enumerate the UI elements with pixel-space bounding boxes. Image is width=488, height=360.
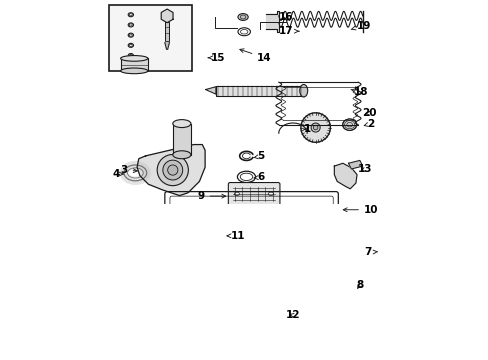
Ellipse shape — [268, 192, 273, 195]
Text: 2: 2 — [364, 118, 374, 129]
Ellipse shape — [163, 160, 183, 180]
FancyBboxPatch shape — [228, 183, 279, 206]
Text: 1: 1 — [303, 124, 310, 134]
Polygon shape — [280, 235, 375, 271]
Ellipse shape — [240, 15, 245, 19]
Ellipse shape — [238, 14, 248, 21]
Polygon shape — [348, 161, 362, 169]
Polygon shape — [205, 87, 215, 94]
Polygon shape — [280, 223, 386, 235]
Text: 16: 16 — [278, 12, 293, 22]
Ellipse shape — [313, 125, 317, 130]
Text: 20: 20 — [362, 108, 376, 118]
Text: 3: 3 — [120, 165, 137, 175]
Ellipse shape — [300, 113, 330, 142]
Ellipse shape — [299, 85, 307, 97]
Text: 4: 4 — [112, 169, 123, 179]
Polygon shape — [161, 9, 173, 23]
Circle shape — [215, 231, 223, 239]
Text: 6: 6 — [253, 172, 264, 183]
Text: 19: 19 — [350, 21, 370, 31]
Ellipse shape — [310, 123, 320, 132]
Ellipse shape — [121, 55, 147, 61]
Text: 8: 8 — [356, 280, 363, 290]
Text: 17: 17 — [278, 26, 299, 36]
Polygon shape — [375, 223, 386, 271]
Ellipse shape — [297, 267, 356, 306]
Text: 7: 7 — [364, 247, 377, 257]
Bar — [172, 123, 190, 155]
Polygon shape — [334, 163, 356, 189]
Ellipse shape — [167, 165, 178, 175]
Bar — [215, 86, 303, 96]
Polygon shape — [137, 145, 204, 195]
Text: 5: 5 — [253, 152, 264, 162]
Text: 10: 10 — [343, 205, 378, 215]
Ellipse shape — [157, 154, 188, 186]
Ellipse shape — [121, 68, 147, 74]
Bar — [109, 5, 192, 71]
Ellipse shape — [234, 192, 239, 195]
Ellipse shape — [342, 119, 356, 130]
Text: 14: 14 — [240, 49, 271, 63]
Text: 9: 9 — [197, 191, 225, 201]
Bar — [164, 22, 169, 41]
Polygon shape — [266, 11, 278, 32]
Text: 12: 12 — [285, 310, 300, 320]
Text: 15: 15 — [208, 53, 225, 63]
Text: 13: 13 — [358, 164, 372, 174]
Polygon shape — [164, 42, 169, 49]
Ellipse shape — [172, 120, 190, 127]
Text: 18: 18 — [350, 87, 367, 97]
Ellipse shape — [172, 151, 190, 159]
Bar — [121, 58, 147, 71]
Text: 11: 11 — [226, 231, 244, 241]
